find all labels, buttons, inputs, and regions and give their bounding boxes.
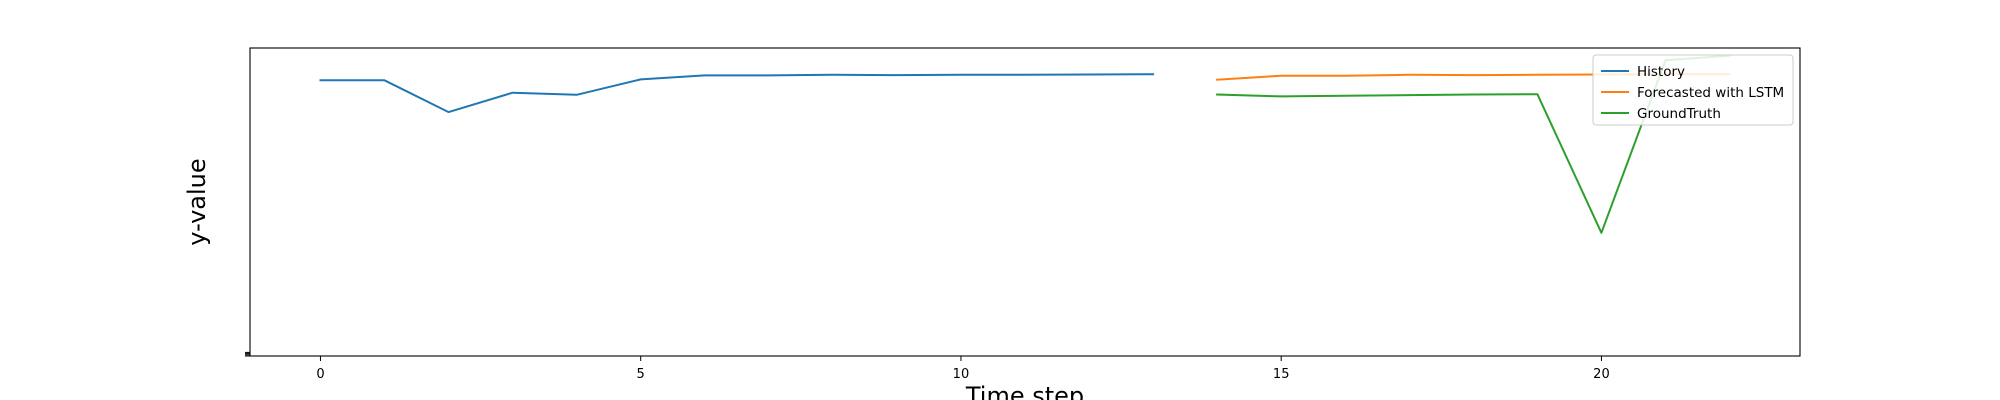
y-axis-label: y-value — [183, 158, 211, 245]
legend-label-0: History — [1637, 64, 1685, 80]
x-axis-ticks: 0 5 10 15 20 — [316, 356, 1610, 382]
x-tick-label-4: 20 — [1593, 367, 1610, 382]
legend-item-1[interactable]: Forecasted with LSTM — [1601, 85, 1784, 101]
x-axis-label: Time step — [965, 382, 1084, 400]
plot-frame — [249, 47, 1801, 357]
legend-item-0[interactable]: History — [1601, 64, 1685, 80]
series-line-0 — [319, 73, 1155, 114]
legend-label-2: GroundTruth — [1637, 106, 1721, 122]
x-tick-label-3: 15 — [1273, 367, 1290, 382]
y-axis-ticks — [245, 351, 250, 357]
legend-label-1: Forecasted with LSTM — [1637, 85, 1784, 101]
legend-item-2[interactable]: GroundTruth — [1601, 106, 1721, 122]
x-tick-label-2: 10 — [953, 367, 970, 382]
series-0 — [319, 73, 1155, 114]
legend-box — [1592, 54, 1794, 126]
legend[interactable]: History Forecasted with LSTM GroundTruth — [1592, 54, 1794, 126]
x-tick-label-1: 5 — [637, 367, 645, 382]
x-tick-label-0: 0 — [316, 367, 324, 382]
